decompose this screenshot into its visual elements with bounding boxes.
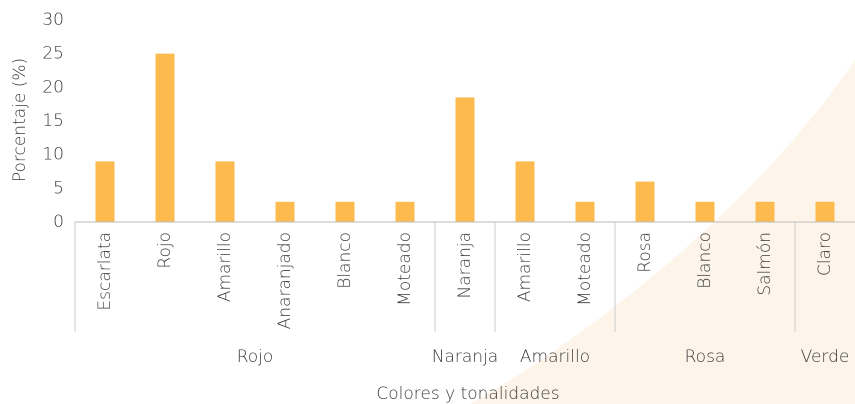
- bar: [215, 161, 235, 222]
- x-tick-label: Claro: [815, 232, 835, 276]
- group-label: Amarillo: [520, 347, 590, 367]
- bar: [695, 201, 715, 222]
- bar: [815, 201, 835, 222]
- y-tick-label: 30: [42, 10, 64, 30]
- bar: [575, 201, 595, 222]
- y-tick-label: 20: [42, 77, 64, 97]
- background-decoration: [470, 60, 855, 404]
- x-tick-label: Naranja: [455, 232, 475, 298]
- bar: [275, 201, 295, 222]
- x-tick-label: Amarillo: [515, 232, 535, 302]
- x-tick-label: Rosa: [635, 232, 655, 273]
- x-tick-label: Amarillo: [215, 232, 235, 302]
- x-tick-label: Moteado: [575, 232, 595, 306]
- bar: [515, 161, 535, 222]
- y-tick-label: 0: [53, 212, 64, 232]
- y-tick-label: 5: [53, 178, 64, 198]
- x-tick-label: Escarlata: [95, 232, 115, 311]
- group-label: Rojo: [237, 347, 274, 367]
- x-tick-label: Blanco: [335, 232, 355, 289]
- x-tick-label: Rojo: [155, 232, 175, 269]
- bar: [155, 53, 175, 222]
- y-tick-label: 25: [42, 44, 64, 64]
- bar: [335, 201, 355, 222]
- bar: [455, 97, 475, 222]
- bar: [755, 201, 775, 222]
- x-tick-label: Anaranjado: [275, 232, 295, 329]
- y-axis-title: Porcentaje (%): [10, 58, 30, 182]
- bar: [395, 201, 415, 222]
- x-tick-label: Salmón: [755, 232, 775, 296]
- y-tick-label: 15: [42, 111, 64, 131]
- y-tick-label: 10: [42, 145, 64, 165]
- group-label: Rosa: [685, 347, 726, 367]
- x-axis-title: Colores y tonalidades: [376, 384, 559, 404]
- bar: [95, 161, 115, 222]
- group-label: Naranja: [432, 347, 498, 367]
- group-label: Verde: [801, 347, 850, 367]
- bar: [635, 181, 655, 222]
- x-tick-label: Blanco: [695, 232, 715, 289]
- x-tick-label: Moteado: [395, 232, 415, 306]
